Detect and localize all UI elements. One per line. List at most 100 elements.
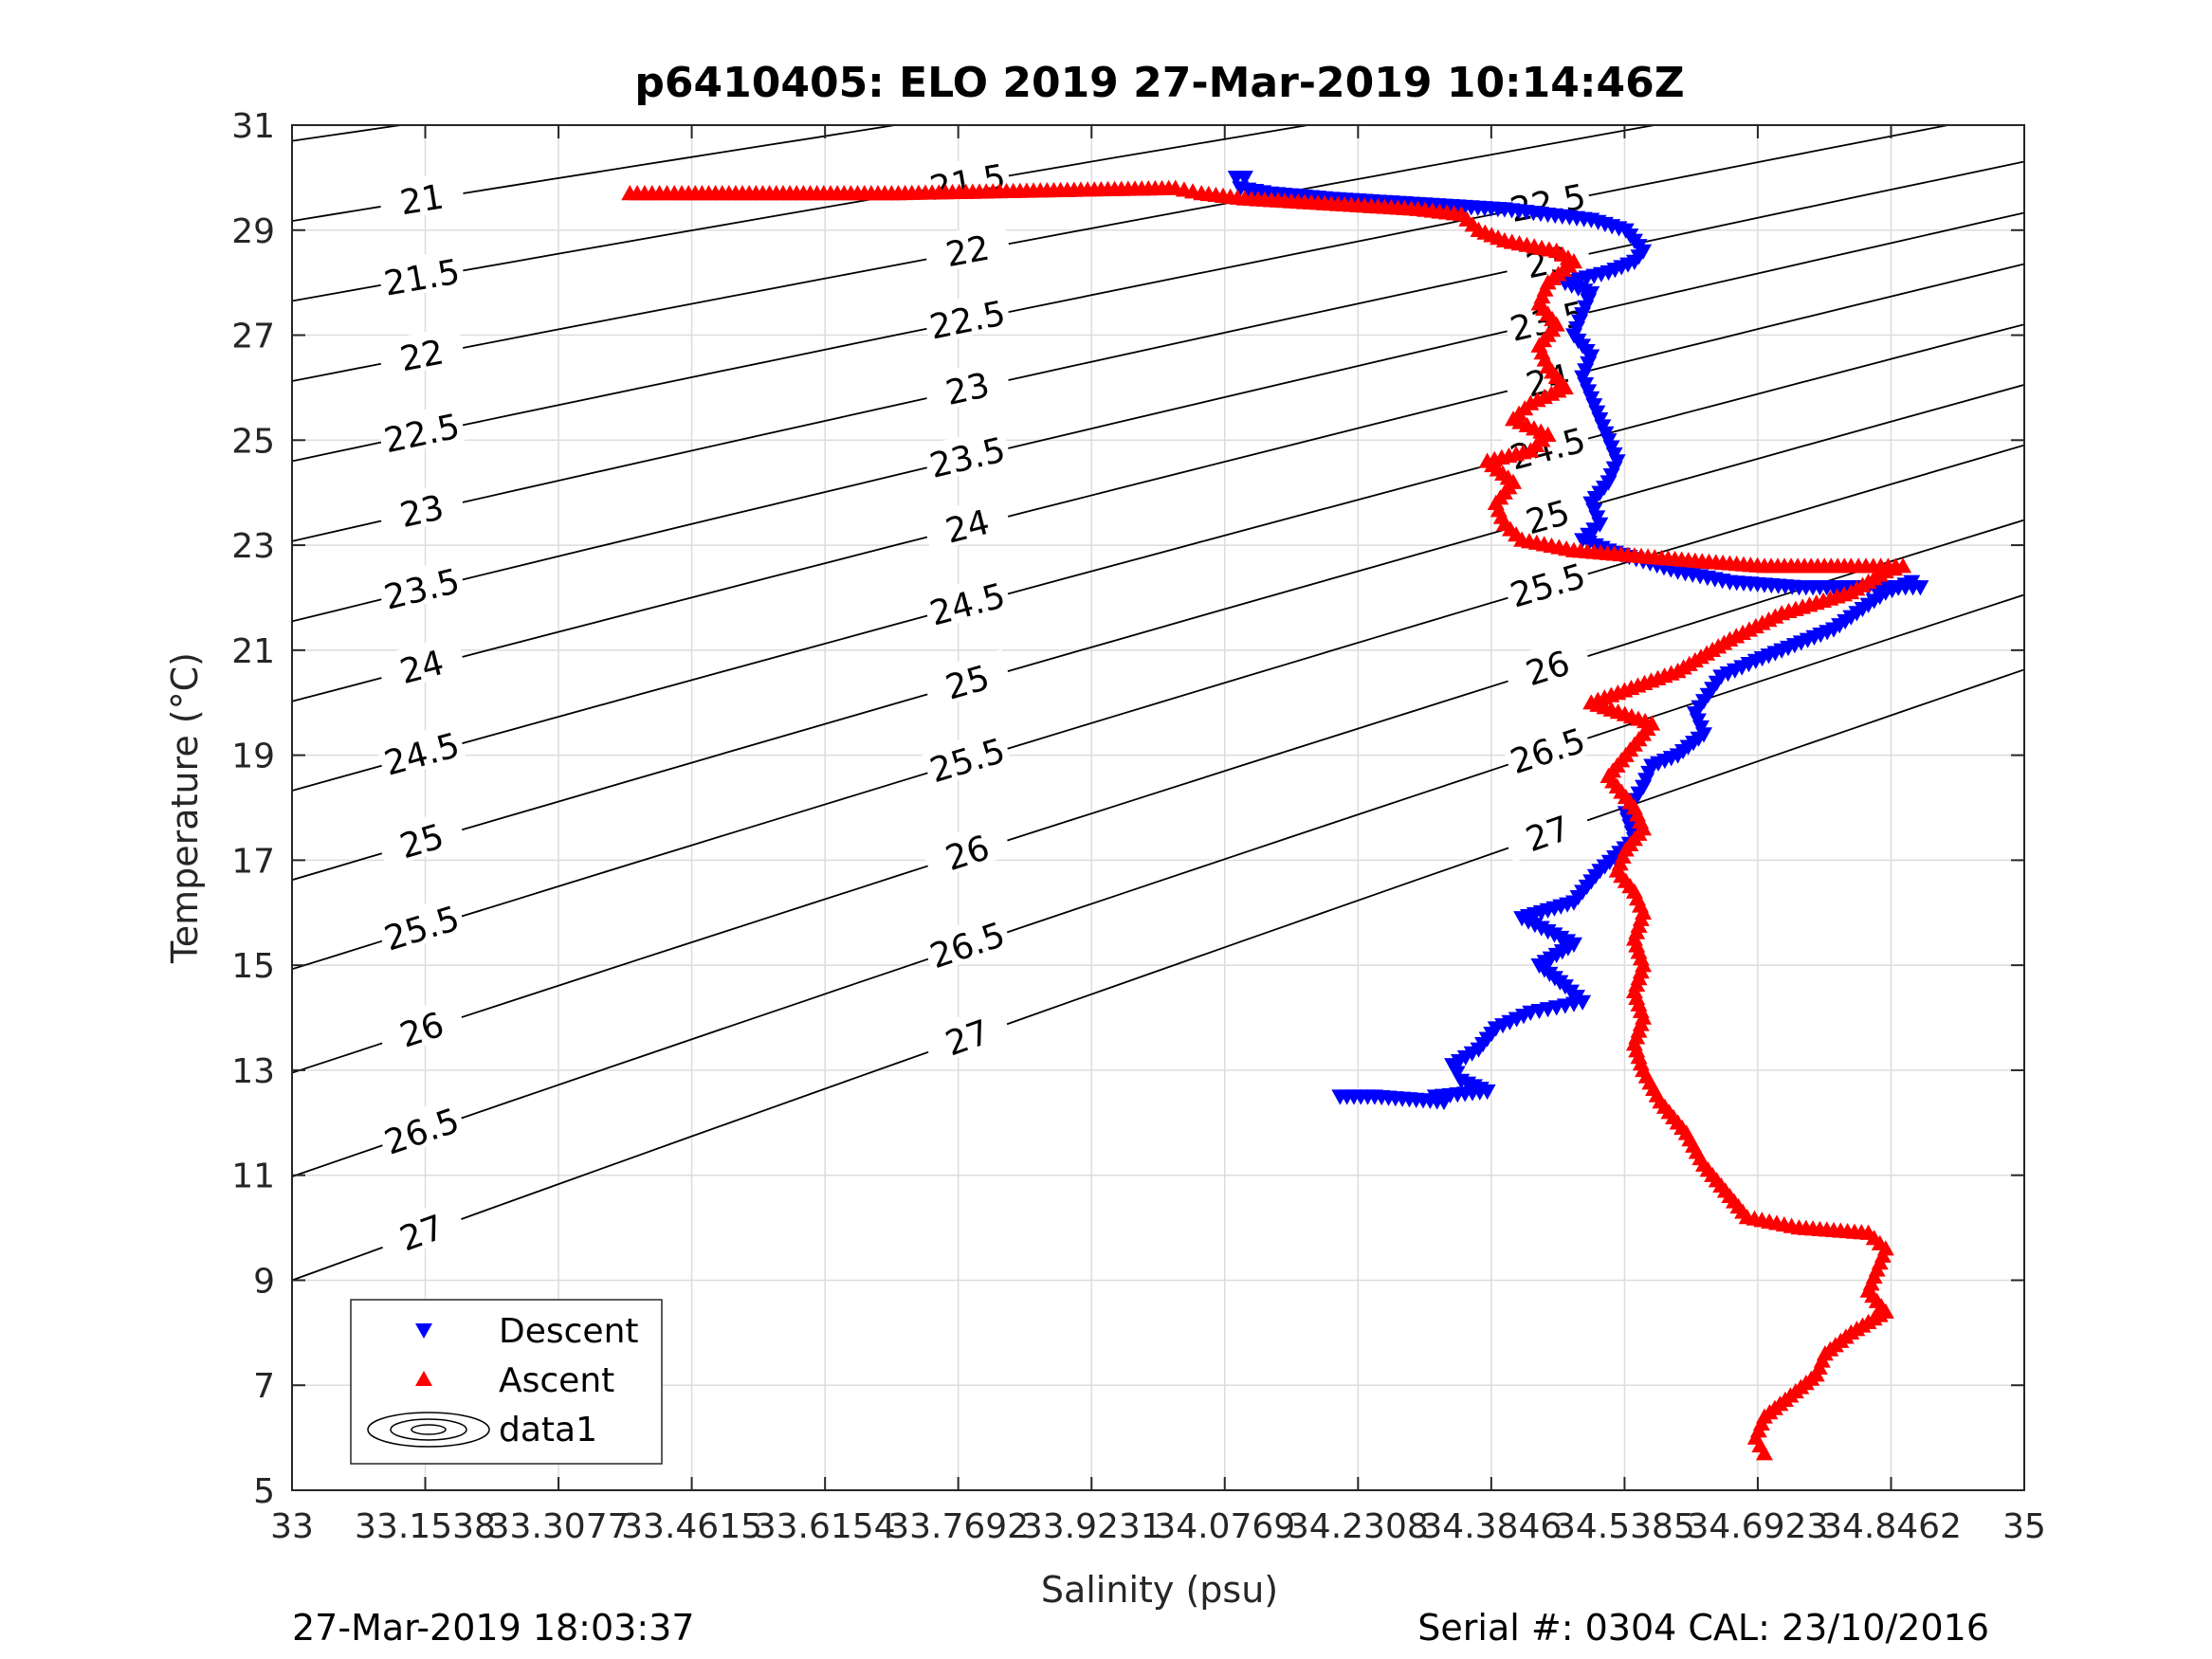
descent-point — [1456, 1049, 1474, 1066]
axes-box — [291, 124, 2025, 1491]
legend-ascent-marker — [415, 1371, 432, 1386]
ascent-point — [726, 185, 744, 201]
isopycnal-line — [292, 444, 2024, 971]
ascent-point — [1545, 269, 1563, 285]
descent-point — [1637, 773, 1655, 789]
isopycnal-label-bg — [375, 720, 466, 781]
x-tick-label: 35 — [2002, 1507, 2046, 1546]
x-tick-label: 33.3077 — [488, 1507, 630, 1546]
isopycnal-label-bg — [921, 818, 1013, 881]
ascent-point — [1528, 392, 1546, 408]
y-axis-label: Temperature (°C) — [164, 652, 206, 964]
isopycnal-line — [292, 519, 2024, 1074]
descent-point — [1691, 700, 1709, 716]
descent-point — [1577, 300, 1595, 316]
isopycnal-label-bg — [1501, 717, 1593, 779]
ascent-point — [1628, 923, 1646, 939]
descent-point — [1596, 859, 1614, 875]
ascent-point — [1621, 878, 1639, 894]
descent-point — [1494, 1018, 1512, 1034]
isopycnal-label: 21 — [397, 178, 447, 224]
descent-point — [1450, 1054, 1468, 1070]
chart-title: p6410405: ELO 2019 27-Mar-2019 10:14:46Z — [634, 59, 1684, 107]
ascent-point — [1749, 1422, 1767, 1438]
footer-timestamp: 27-Mar-2019 18:03:37 — [292, 1607, 695, 1649]
isopycnal-label-bg — [376, 247, 466, 301]
ascent-point — [1632, 1055, 1650, 1071]
ascent-point — [1544, 310, 1562, 327]
ascent-point — [1873, 1298, 1891, 1314]
legend-data1-label: data1 — [499, 1411, 597, 1449]
ascent-point — [1628, 975, 1646, 993]
ascent-point — [1632, 812, 1650, 829]
isopycnal-line — [292, 125, 1660, 382]
descent-point — [1531, 207, 1549, 223]
descent-point — [1448, 1066, 1466, 1082]
isopycnal-label: 22 — [397, 333, 448, 379]
ascent-point — [1782, 1217, 1801, 1233]
ascent-point — [1674, 659, 1692, 675]
descent-point — [1831, 618, 1849, 634]
ascent-series — [621, 179, 1912, 1461]
ascent-point — [1510, 405, 1528, 421]
ascent-point — [1632, 950, 1650, 966]
isopycnal-label-bg — [922, 357, 1012, 413]
ascent-point — [1536, 351, 1554, 367]
isopycnal-label: 23 — [942, 366, 994, 413]
ascent-point — [1316, 194, 1334, 210]
descent-point — [1235, 171, 1253, 187]
descent-point — [1569, 889, 1587, 906]
descent-point — [1568, 320, 1586, 337]
isopycnal-label-bg — [375, 1096, 466, 1160]
y-tick-label: 21 — [231, 632, 275, 671]
ascent-point — [1734, 1203, 1752, 1219]
y-tick-label: 23 — [231, 527, 275, 566]
isopycnal-line — [292, 323, 2024, 792]
ascent-point — [1621, 793, 1639, 810]
descent-point — [1606, 263, 1624, 279]
descent-point — [1650, 756, 1668, 772]
plot-area: 2121.521.5222222.522.522.523232323.523.5… — [231, 107, 2046, 1546]
isopycnal-label-bg — [922, 289, 1012, 344]
descent-point — [1883, 582, 1901, 599]
isopycnal-label-bg — [1501, 552, 1593, 612]
y-tick-label: 17 — [231, 842, 275, 881]
ascent-point — [1540, 241, 1558, 257]
isopycnal-label-bg — [921, 1002, 1013, 1066]
legend-ascent-label: Ascent — [499, 1361, 614, 1400]
legend-descent-label: Descent — [499, 1312, 639, 1351]
ascent-point — [1160, 179, 1178, 195]
descent-point — [1580, 527, 1598, 543]
descent-point — [1610, 221, 1628, 237]
ascent-point — [1229, 189, 1247, 205]
descent-point — [1719, 666, 1737, 683]
ascent-point — [1604, 762, 1622, 778]
descent-point — [1630, 239, 1648, 255]
ascent-point — [1527, 436, 1545, 453]
ascent-point — [1780, 602, 1798, 619]
descent-point — [1474, 1037, 1492, 1053]
ascent-point — [1611, 855, 1629, 871]
ascent-point — [1632, 897, 1650, 913]
isopycnal-line — [292, 125, 1953, 463]
y-tick-label: 31 — [231, 107, 275, 146]
ascent-point — [1491, 489, 1509, 505]
descent-point — [1630, 249, 1648, 265]
isopycnal-label-bg — [921, 572, 1013, 630]
y-tick-label: 11 — [231, 1158, 275, 1196]
isopycnal-label-bg — [921, 648, 1013, 709]
isopycnal-label-bg — [376, 325, 466, 379]
isopycnal-label: 23 — [396, 488, 448, 536]
descent-point — [1597, 426, 1615, 442]
ascent-point — [1445, 205, 1463, 221]
descent-point — [1674, 743, 1692, 760]
ascent-point — [1691, 1149, 1709, 1166]
ascent-point — [1492, 508, 1510, 524]
isopycnal-line — [292, 263, 2024, 702]
y-tick-label: 15 — [231, 947, 275, 986]
isopycnal-line — [292, 383, 2024, 882]
descent-point — [1576, 283, 1594, 300]
ascent-point — [1748, 556, 1766, 573]
ascent-point — [1821, 1340, 1839, 1357]
x-tick-label: 34.5385 — [1554, 1507, 1695, 1546]
